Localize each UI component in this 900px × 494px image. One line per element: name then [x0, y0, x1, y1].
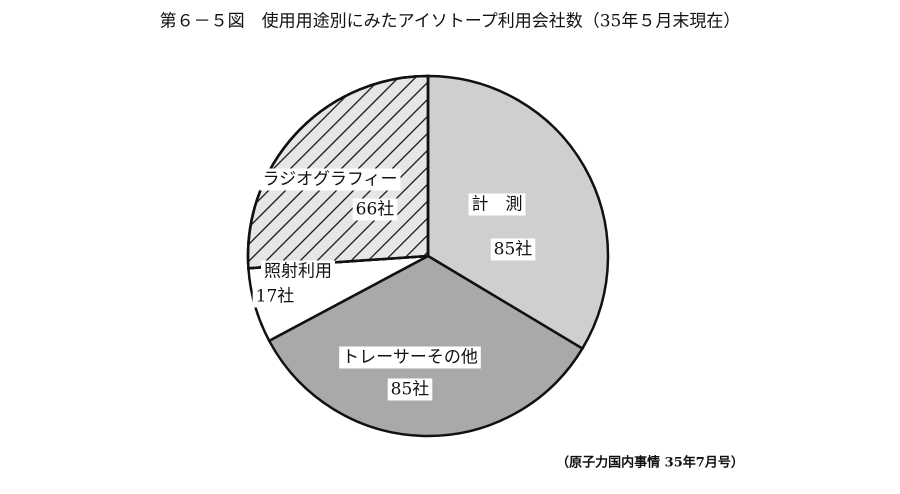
- value-label: 17社: [256, 287, 295, 307]
- slice-label: トレーサーその他: [342, 348, 478, 368]
- slice-label: 照射利用: [264, 262, 332, 282]
- label-background: [387, 378, 433, 401]
- label-background: [259, 168, 401, 191]
- value-label: 66社: [356, 200, 395, 220]
- slice-label: ラジオグラフィー: [263, 170, 398, 190]
- slice-label: 計 測: [472, 195, 523, 215]
- pie-slice: [267, 254, 585, 438]
- label-background: [261, 260, 335, 283]
- label-background: [252, 285, 298, 308]
- label-background: [339, 346, 481, 369]
- label-background: [468, 193, 526, 216]
- label-background: [352, 198, 398, 221]
- chart-title: 第６－５図 使用用途別にみたアイソトープ利用会社数（35年５月末現在）: [160, 11, 741, 32]
- value-label: 85社: [494, 240, 533, 260]
- value-label: 85社: [391, 380, 430, 400]
- label-background: [490, 238, 536, 261]
- source-note: （原子力国内事情 35年7月号）: [556, 455, 744, 471]
